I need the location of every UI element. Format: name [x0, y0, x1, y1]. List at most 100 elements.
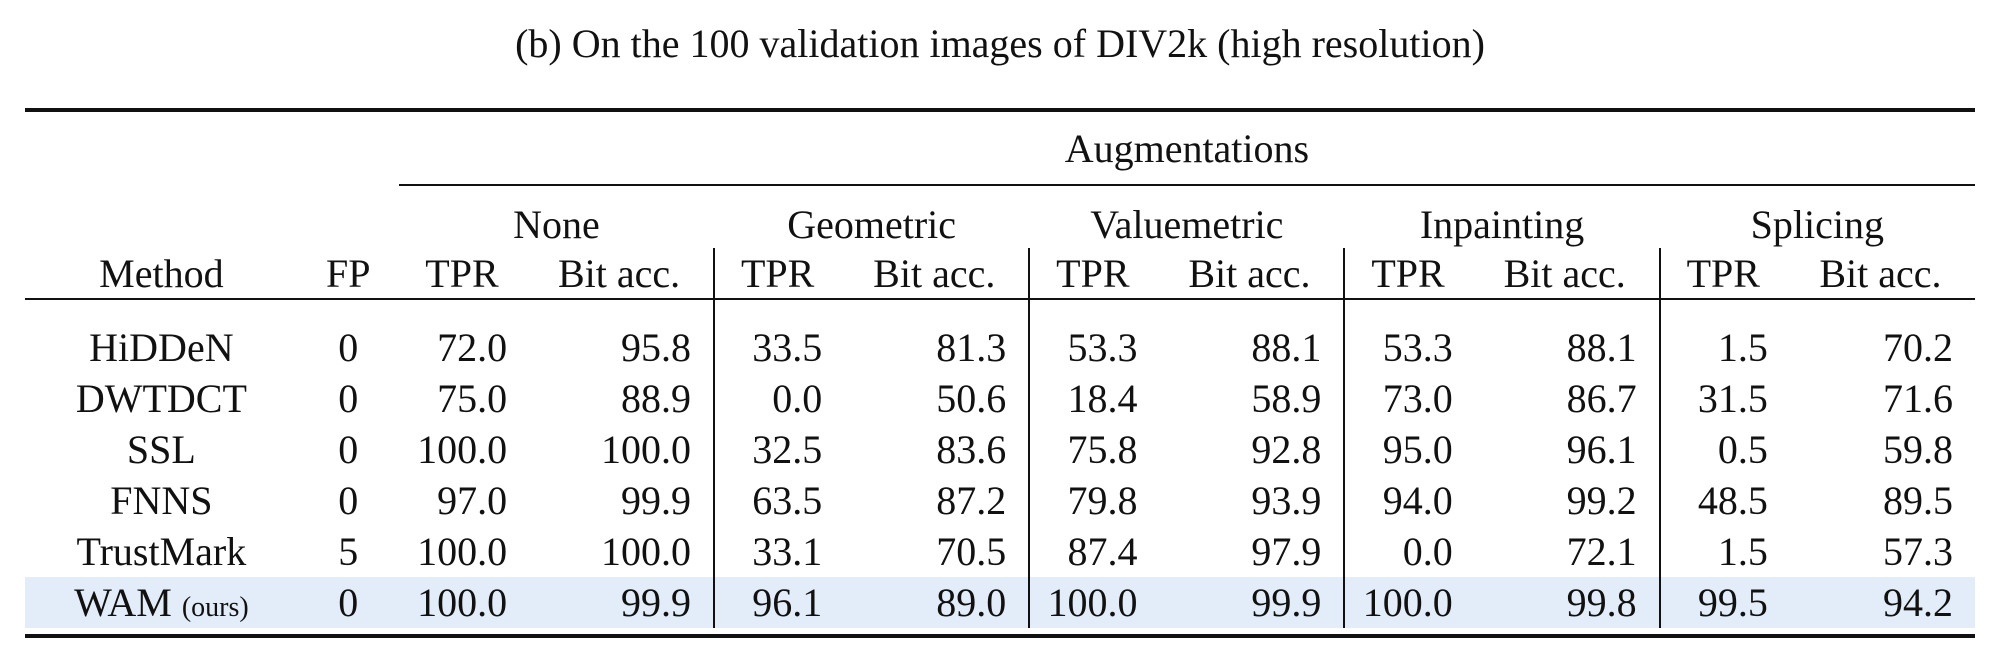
column-header-bit-acc: Bit acc. [1785, 248, 1975, 300]
cell-value: 79.8 [1028, 475, 1156, 526]
cell-value: 95.0 [1343, 424, 1471, 475]
cell-value: 99.2 [1566, 478, 1637, 523]
cell-value: 95.8 [621, 325, 692, 370]
column-header-tpr: TPR [1343, 248, 1471, 300]
cell-value: 100.0 [601, 529, 692, 574]
cell-value: 88.1 [1566, 325, 1637, 370]
table-row-highlighted: WAM (ours) 0 100.0 99.9 96.1 89.0 100.0 … [25, 577, 1975, 628]
cell-value: 18.4 [1028, 373, 1156, 424]
cell-value: 88.9 [621, 376, 692, 421]
cell-value: 57.3 [1883, 529, 1953, 574]
column-header-method: Method [25, 248, 298, 300]
column-header-bit-acc: Bit acc. [1155, 248, 1345, 300]
cell-value: 71.6 [1883, 376, 1953, 421]
fp-value: 0 [297, 577, 399, 628]
cell-value: 0.0 [1343, 526, 1471, 577]
column-header-tpr: TPR [1658, 248, 1786, 300]
cell-value: 94.2 [1785, 577, 1975, 628]
cell-value: 94.0 [1343, 475, 1471, 526]
column-header-fp: FP [297, 248, 399, 300]
method-label: WAM [74, 580, 172, 625]
cell-value: 63.5 [713, 475, 841, 526]
column-header-bit-acc: Bit acc. [525, 248, 715, 300]
cell-value: 0.0 [713, 373, 841, 424]
method-name: WAM (ours) [25, 577, 298, 628]
method-name: FNNS [110, 478, 213, 523]
fp-value: 0 [338, 376, 359, 421]
cell-value: 88.1 [1251, 325, 1322, 370]
cell-value: 89.5 [1883, 478, 1953, 523]
cell-value: 33.5 [713, 322, 841, 373]
header-row-augmentations: Augmentations [25, 108, 1975, 186]
cell-value: 99.5 [1658, 577, 1786, 628]
cell-value: 1.5 [1658, 322, 1786, 373]
fp-value: 0 [338, 325, 359, 370]
cell-value: 96.1 [1566, 427, 1637, 472]
column-header-tpr: TPR [713, 248, 841, 300]
table-row: TrustMark 5 100.0 100.0 33.1 70.5 87.4 9… [25, 526, 1975, 577]
method-name: TrustMark [76, 529, 247, 574]
cell-value: 97.0 [437, 478, 508, 523]
cell-value: 100.0 [1343, 577, 1471, 628]
cell-value: 53.3 [1343, 322, 1471, 373]
cell-value: 70.2 [1883, 325, 1953, 370]
spacer-row [25, 299, 1975, 322]
cell-value: 1.5 [1658, 526, 1786, 577]
cell-value: 93.9 [1251, 478, 1322, 523]
cell-value: 75.8 [1028, 424, 1156, 475]
bottom-rule-row [25, 628, 1975, 638]
results-table-container: Augmentations None Geometric Valuemetric… [25, 108, 1975, 638]
cell-value: 53.3 [1028, 322, 1156, 373]
table-row: DWTDCT 0 75.0 88.9 0.0 50.6 18.4 58.9 73… [25, 373, 1975, 424]
cell-value: 58.9 [1251, 376, 1322, 421]
cell-value: 32.5 [713, 424, 841, 475]
cell-value: 73.0 [1343, 373, 1471, 424]
cell-value: 48.5 [1658, 475, 1786, 526]
cell-value: 83.6 [936, 427, 1007, 472]
cell-value: 100.0 [1028, 577, 1156, 628]
cell-value: 100.0 [601, 427, 692, 472]
fp-value: 5 [338, 529, 359, 574]
table-row: FNNS 0 97.0 99.9 63.5 87.2 79.8 93.9 94.… [25, 475, 1975, 526]
column-header-tpr: TPR [1028, 248, 1156, 300]
ours-tag: (ours) [181, 592, 249, 623]
fp-value: 0 [338, 427, 359, 472]
table-caption: (b) On the 100 validation images of DIV2… [515, 21, 1485, 66]
cell-value: 87.4 [1028, 526, 1156, 577]
cell-value: 50.6 [936, 376, 1007, 421]
group-header-geometric: Geometric [787, 202, 957, 247]
cell-value: 31.5 [1658, 373, 1786, 424]
group-header-valuemetric: Valuemetric [1090, 202, 1284, 247]
header-row-groups: None Geometric Valuemetric Inpainting Sp… [25, 185, 1975, 248]
fp-value: 0 [338, 478, 359, 523]
augmentations-header: Augmentations [398, 108, 1975, 186]
cell-value: 87.2 [936, 478, 1007, 523]
method-name: SSL [126, 427, 196, 472]
cell-value: 100.0 [398, 577, 526, 628]
cell-value: 0.5 [1658, 424, 1786, 475]
table-row: SSL 0 100.0 100.0 32.5 83.6 75.8 92.8 95… [25, 424, 1975, 475]
cell-value: 99.8 [1470, 577, 1660, 628]
cell-value: 100.0 [417, 427, 508, 472]
cell-value: 89.0 [840, 577, 1030, 628]
column-header-bit-acc: Bit acc. [1470, 248, 1660, 300]
cell-value: 99.9 [1155, 577, 1345, 628]
method-name: DWTDCT [75, 376, 247, 421]
results-table: Augmentations None Geometric Valuemetric… [25, 108, 1975, 638]
cell-value: 96.1 [713, 577, 841, 628]
column-header-tpr: TPR [398, 248, 526, 300]
cell-value: 72.1 [1566, 529, 1637, 574]
cell-value: 92.8 [1251, 427, 1322, 472]
cell-value: 33.1 [713, 526, 841, 577]
column-header-bit-acc: Bit acc. [840, 248, 1030, 300]
group-header-splicing: Splicing [1750, 202, 1884, 247]
cell-value: 97.9 [1251, 529, 1322, 574]
group-header-inpainting: Inpainting [1419, 202, 1585, 247]
cell-value: 75.0 [437, 376, 508, 421]
group-header-none: None [513, 202, 600, 247]
cell-value: 99.9 [525, 577, 715, 628]
cell-value: 81.3 [936, 325, 1007, 370]
cell-value: 100.0 [417, 529, 508, 574]
cell-value: 70.5 [936, 529, 1007, 574]
header-row-columns: Method FP TPR Bit acc. TPR Bit acc. TPR … [25, 248, 1975, 300]
